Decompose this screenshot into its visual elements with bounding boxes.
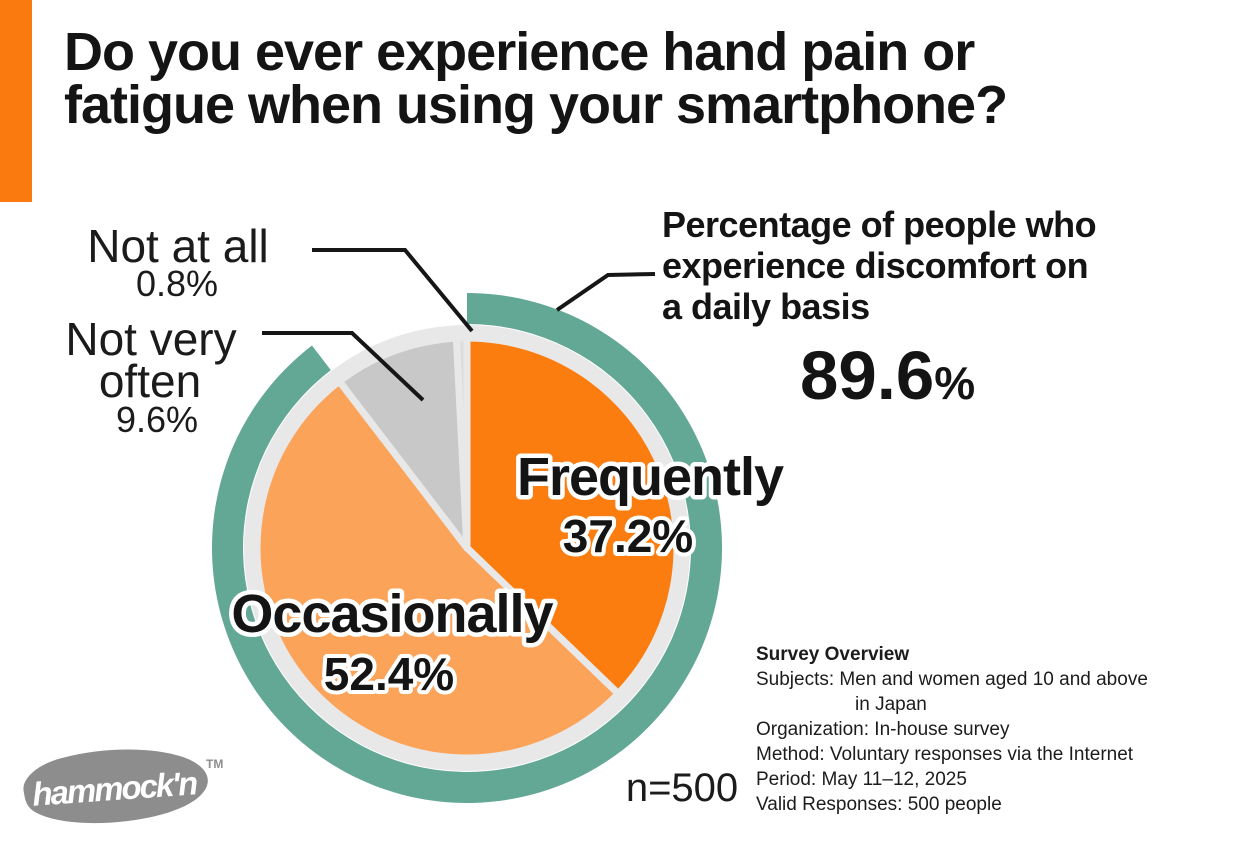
- highlight-annotation-line2: experience discomfort on: [662, 245, 1089, 286]
- hammock-logo: hammock'n TM: [23, 749, 223, 824]
- hammock-logo-shape: [23, 749, 208, 824]
- page-title: Do you ever experience hand pain or fati…: [64, 22, 1214, 135]
- trademark-symbol: TM: [206, 757, 223, 771]
- highlight-value-unit: %: [934, 357, 976, 409]
- leader-line-not-very-often: [262, 331, 425, 402]
- page-title-line1: Do you ever experience hand pain or: [64, 22, 975, 82]
- pie-slice-not-very-often: [335, 334, 471, 552]
- survey-overview-subjects2: in Japan: [855, 694, 927, 715]
- survey-overview-subjects: Subjects: Men and women aged 10 and abov…: [756, 669, 1148, 690]
- survey-overview-method: Method: Voluntary responses via the Inte…: [756, 744, 1134, 765]
- pie-slice-not-at-all: [452, 334, 471, 552]
- leader-line-not-at-all: [312, 248, 474, 333]
- survey-overview-organization: Organization: In-house survey: [756, 719, 1010, 740]
- page-title-line2: fatigue when using your smartphone?: [64, 75, 1008, 135]
- label-not-very-often-line2: often: [99, 355, 201, 407]
- leader-line-highlight: [555, 272, 656, 312]
- highlight-annotation-line1: Percentage of people who: [662, 204, 1097, 245]
- survey-overview: Survey Overview Subjects: Men and women …: [756, 642, 1148, 817]
- pie-slices: [253, 334, 681, 762]
- label-occasionally: Occasionally: [231, 584, 553, 644]
- pie-slice-occasionally: [253, 377, 622, 762]
- label-frequently: Frequently: [517, 447, 784, 507]
- survey-overview-title: Survey Overview: [756, 644, 910, 665]
- highlight-annotation-line3: a daily basis: [662, 286, 870, 327]
- highlight-value-number: 89.6: [800, 337, 935, 414]
- accent-bar: [0, 0, 32, 202]
- value-occasionally: 52.4%: [324, 648, 454, 700]
- sample-size-label: n=500: [626, 766, 738, 810]
- value-not-at-all: 0.8%: [136, 263, 218, 304]
- value-not-very-often: 9.6%: [116, 399, 198, 440]
- label-not-very-often-line1: Not very: [65, 313, 236, 365]
- highlight-value: 89.6%: [800, 336, 975, 415]
- survey-overview-period: Period: May 11–12, 2025: [756, 769, 967, 790]
- pie-slice-frequently: [463, 334, 681, 698]
- label-not-at-all: Not at all: [87, 220, 269, 272]
- highlight-annotation: Percentage of people who experience disc…: [662, 204, 1222, 327]
- value-frequently: 37.2%: [563, 510, 693, 562]
- survey-overview-valid: Valid Responses: 500 people: [756, 794, 1002, 815]
